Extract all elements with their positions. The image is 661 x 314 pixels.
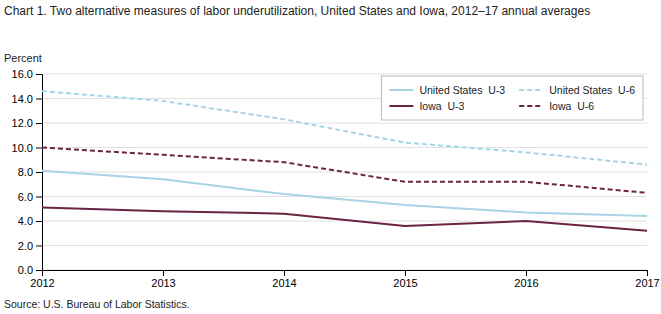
tick-mark	[526, 270, 527, 276]
legend-item: Iowa U-3	[389, 100, 464, 112]
tick-mark	[405, 270, 406, 276]
tick: 14.0	[12, 93, 42, 105]
tick: 2015	[393, 270, 417, 289]
tick: 0.0	[18, 264, 42, 276]
tick: 16.0	[12, 68, 42, 80]
tick-label: 2013	[151, 277, 175, 289]
legend-label: Iowa U-6	[549, 100, 594, 112]
tick-mark	[36, 172, 42, 173]
legend: United States U-3 United States U-6 Iowa U…	[381, 76, 643, 120]
tick: 4.0	[18, 215, 42, 227]
grid-line	[42, 172, 647, 173]
tick: 8.0	[18, 166, 42, 178]
tick: 2012	[30, 270, 54, 289]
source: Source: U.S. Bureau of Labor Statistics.	[4, 298, 190, 310]
tick-label: 4.0	[18, 215, 33, 227]
tick-label: 2012	[30, 277, 54, 289]
axis-line	[36, 75, 43, 271]
chart: Chart 1. Two alternative measures of lab…	[0, 0, 661, 314]
grid-line	[42, 147, 647, 148]
tick-mark	[163, 270, 164, 276]
tick-mark	[36, 246, 42, 247]
tick: 12.0	[12, 117, 42, 129]
plot: 2012 2013 2014 2015 2016 2017 0.0 2.0 4.0 6.0 8.0 1…	[12, 68, 660, 289]
grid-line	[42, 245, 647, 246]
tick-label: 2016	[514, 277, 538, 289]
tick-label: 2015	[393, 277, 417, 289]
legend-swatch	[519, 89, 543, 91]
tick: 10.0	[12, 142, 42, 154]
tick: 2017	[635, 270, 659, 289]
series-line	[42, 148, 647, 193]
legend-item: United States U-3	[389, 84, 505, 96]
tick-mark	[36, 123, 42, 124]
title: Chart 1. Two alternative measures of lab…	[4, 4, 590, 18]
tick-mark	[36, 270, 42, 271]
tick: 6.0	[18, 191, 42, 203]
tick-label: 2017	[635, 277, 659, 289]
tick-mark	[36, 99, 42, 100]
y-axis-label: Percent	[4, 52, 42, 64]
legend-item: United States U-6	[519, 84, 635, 96]
tick-mark	[36, 148, 42, 149]
tick-mark	[284, 270, 285, 276]
legend-label: Iowa U-3	[419, 100, 464, 112]
tick: 2.0	[18, 240, 42, 252]
series-line	[42, 208, 647, 231]
legend-swatch	[519, 105, 543, 107]
tick-label: 8.0	[18, 166, 33, 178]
legend-label: United States U-3	[419, 84, 505, 96]
tick-mark	[647, 270, 648, 276]
tick: 2014	[272, 270, 296, 289]
grid	[42, 74, 647, 270]
tick: 2013	[151, 270, 175, 289]
tick-label: 2.0	[18, 240, 33, 252]
grid-line	[42, 123, 647, 124]
tick-label: 10.0	[12, 142, 33, 154]
legend-swatch	[389, 89, 413, 91]
tick-label: 2014	[272, 277, 296, 289]
tick-label: 14.0	[12, 93, 33, 105]
tick-mark	[36, 197, 42, 198]
axis-line	[43, 271, 648, 277]
tick-label: 16.0	[12, 68, 33, 80]
grid-line	[42, 196, 647, 197]
x-axis: 2012 2013 2014 2015 2016 2017	[30, 270, 659, 289]
tick-mark	[36, 74, 42, 75]
legend-item: Iowa U-6	[519, 100, 594, 112]
legend-label: United States U-6	[549, 84, 635, 96]
tick-label: 0.0	[18, 264, 33, 276]
tick-mark	[36, 221, 42, 222]
tick: 2016	[514, 270, 538, 289]
y-axis: 0.0 2.0 4.0 6.0 8.0 10.0 12.0 14.0 16.0	[12, 68, 43, 276]
tick-label: 6.0	[18, 191, 33, 203]
grid-line	[42, 74, 647, 75]
tick-label: 12.0	[12, 117, 33, 129]
legend-swatch	[389, 105, 413, 107]
legend-box	[381, 76, 643, 120]
